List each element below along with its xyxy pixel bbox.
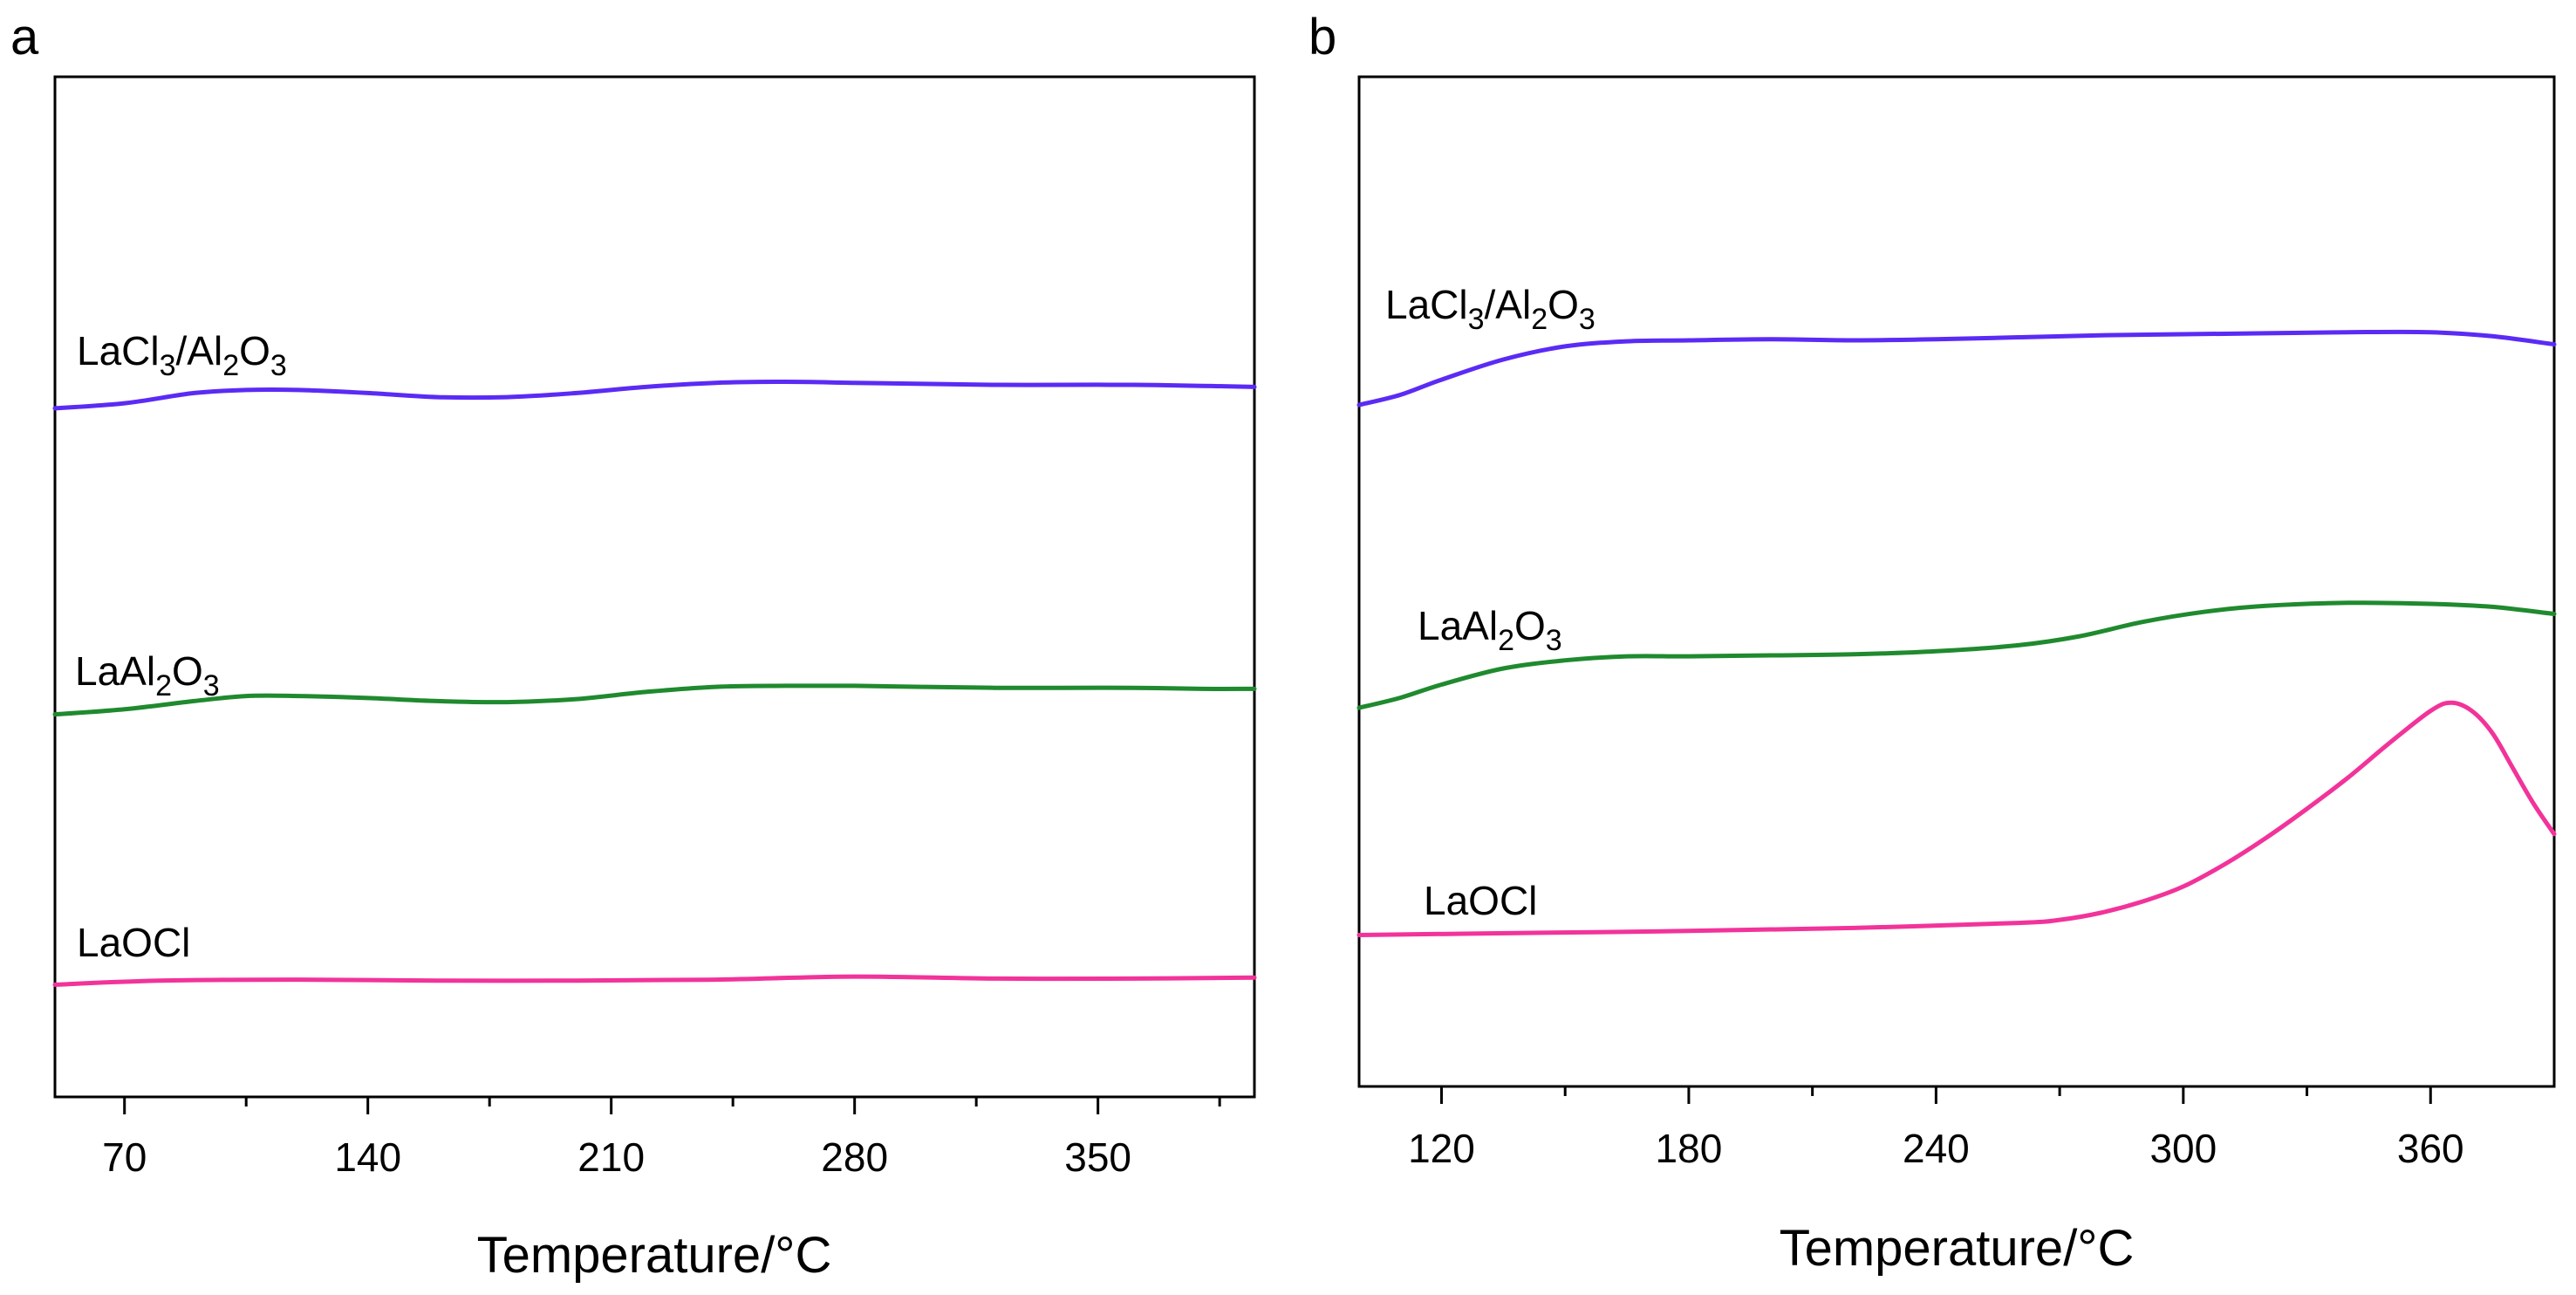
label-part-sub1: 3	[1468, 303, 1485, 336]
label-part-sub2: 2	[1531, 303, 1548, 336]
label-part-sub2: 2	[222, 349, 239, 382]
panel-b-x-tick-label: 360	[2397, 1126, 2464, 1171]
panel-b-x-axis-title: Temperature/°C	[1780, 1220, 2135, 1277]
panel-a-series-line-laocl	[52, 974, 1257, 987]
panel-b-x-tick-label: 240	[1903, 1126, 1970, 1171]
panel-b-series-line-laocl	[1356, 700, 2557, 937]
label-part-mid: /Al	[176, 328, 223, 373]
panel-a-plot-frame	[53, 75, 1256, 1099]
panel-a-series-line-laal2o3	[52, 683, 1257, 717]
label-part-base: LaCl	[1385, 282, 1468, 327]
label-part-base: LaOCl	[77, 920, 190, 965]
panel-b-series-label-laal2o3: LaAl2O3	[1418, 603, 1562, 657]
label-part-base: LaAl	[75, 648, 155, 694]
panel-a-x-tick-label: 140	[334, 1134, 401, 1180]
panel-a-x-tick-label: 70	[102, 1134, 147, 1180]
panel-a-series-line-lacl3-al2o3	[52, 380, 1257, 411]
panel-a-x-axis-title: Temperature/°C	[477, 1227, 832, 1284]
label-part-base: LaCl	[77, 328, 160, 373]
label-part-sub1: 2	[1498, 624, 1514, 657]
panel-a-series-label-laal2o3: LaAl2O3	[75, 648, 220, 702]
panel-b-x-tick-label: 180	[1656, 1126, 1723, 1171]
panel-a-series-label-laocl: LaOCl	[77, 920, 190, 965]
panel-b: b 120 180 240 300 360 LaCl3/Al2O3LaAl2O3LaOC…	[1308, 9, 2557, 1277]
label-part-mid: O	[172, 648, 203, 694]
label-part-mid2: O	[239, 328, 270, 373]
panel-a-ticks: 70 140 210 280 350	[102, 1097, 1221, 1180]
panel-a-series	[52, 380, 1257, 987]
label-part-base: LaAl	[1418, 603, 1498, 648]
panel-b-series-label-laocl: LaOCl	[1424, 878, 1537, 923]
panel-b-series-line-laal2o3	[1356, 600, 2557, 710]
label-part-base: LaOCl	[1424, 878, 1537, 923]
label-part-sub1: 2	[155, 669, 172, 702]
label-part-sub3: 3	[1579, 303, 1595, 336]
panel-a-series-label-lacl3-al2o3: LaCl3/Al2O3	[77, 328, 287, 382]
label-part-sub2: 3	[1546, 624, 1562, 657]
panel-b-series-line-lacl3-al2o3	[1356, 329, 2557, 408]
panel-b-ticks: 120 180 240 300 360	[1408, 1086, 2464, 1171]
panel-b-plot-frame	[1357, 75, 2556, 1088]
label-part-sub2: 3	[203, 669, 220, 702]
panel-b-x-tick-label: 300	[2149, 1126, 2217, 1171]
label-part-sub3: 3	[270, 349, 287, 382]
panel-a-letter: a	[10, 9, 39, 65]
panel-b-letter: b	[1308, 9, 1336, 65]
panel-a: a 70 140 210 280 350 LaCl3/Al2O3LaAl2O3LaOCl…	[10, 9, 1257, 1284]
panel-b-series-label-lacl3-al2o3: LaCl3/Al2O3	[1385, 282, 1595, 336]
label-part-mid: O	[1514, 603, 1546, 648]
label-part-sub1: 3	[160, 349, 176, 382]
panel-b-series	[1356, 329, 2557, 937]
panel-a-x-tick-label: 210	[577, 1134, 645, 1180]
panel-a-x-tick-label: 350	[1064, 1134, 1131, 1180]
label-part-mid: /Al	[1485, 282, 1532, 327]
panel-b-x-tick-label: 120	[1408, 1126, 1475, 1171]
label-part-mid2: O	[1548, 282, 1579, 327]
panel-a-x-tick-label: 280	[821, 1134, 888, 1180]
